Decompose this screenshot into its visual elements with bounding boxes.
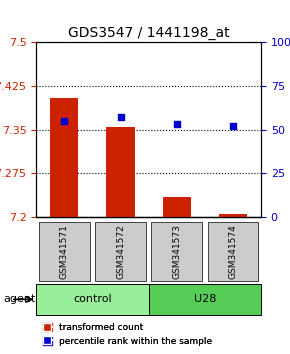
Bar bbox=[163, 196, 191, 217]
Text: GSM341572: GSM341572 bbox=[116, 224, 125, 279]
FancyBboxPatch shape bbox=[39, 222, 90, 281]
Text: control: control bbox=[73, 295, 112, 304]
Point bbox=[231, 124, 235, 129]
Bar bbox=[50, 98, 78, 217]
Bar bbox=[106, 127, 135, 217]
Point bbox=[174, 122, 179, 127]
Text: GSM341573: GSM341573 bbox=[172, 224, 181, 279]
FancyBboxPatch shape bbox=[95, 222, 146, 281]
Legend: transformed count, percentile rank within the sample: transformed count, percentile rank withi… bbox=[39, 320, 216, 349]
Text: GSM341574: GSM341574 bbox=[229, 224, 238, 279]
Point bbox=[62, 118, 67, 124]
Legend: transformed count, percentile rank within the sample: transformed count, percentile rank withi… bbox=[39, 320, 216, 349]
Point bbox=[118, 115, 123, 120]
Bar bbox=[219, 214, 247, 217]
FancyBboxPatch shape bbox=[148, 284, 261, 315]
FancyBboxPatch shape bbox=[36, 284, 148, 315]
Text: GSM341571: GSM341571 bbox=[60, 224, 69, 279]
Text: U28: U28 bbox=[194, 295, 216, 304]
FancyBboxPatch shape bbox=[151, 222, 202, 281]
Title: GDS3547 / 1441198_at: GDS3547 / 1441198_at bbox=[68, 26, 229, 40]
FancyBboxPatch shape bbox=[208, 222, 258, 281]
Text: agent: agent bbox=[4, 295, 36, 304]
